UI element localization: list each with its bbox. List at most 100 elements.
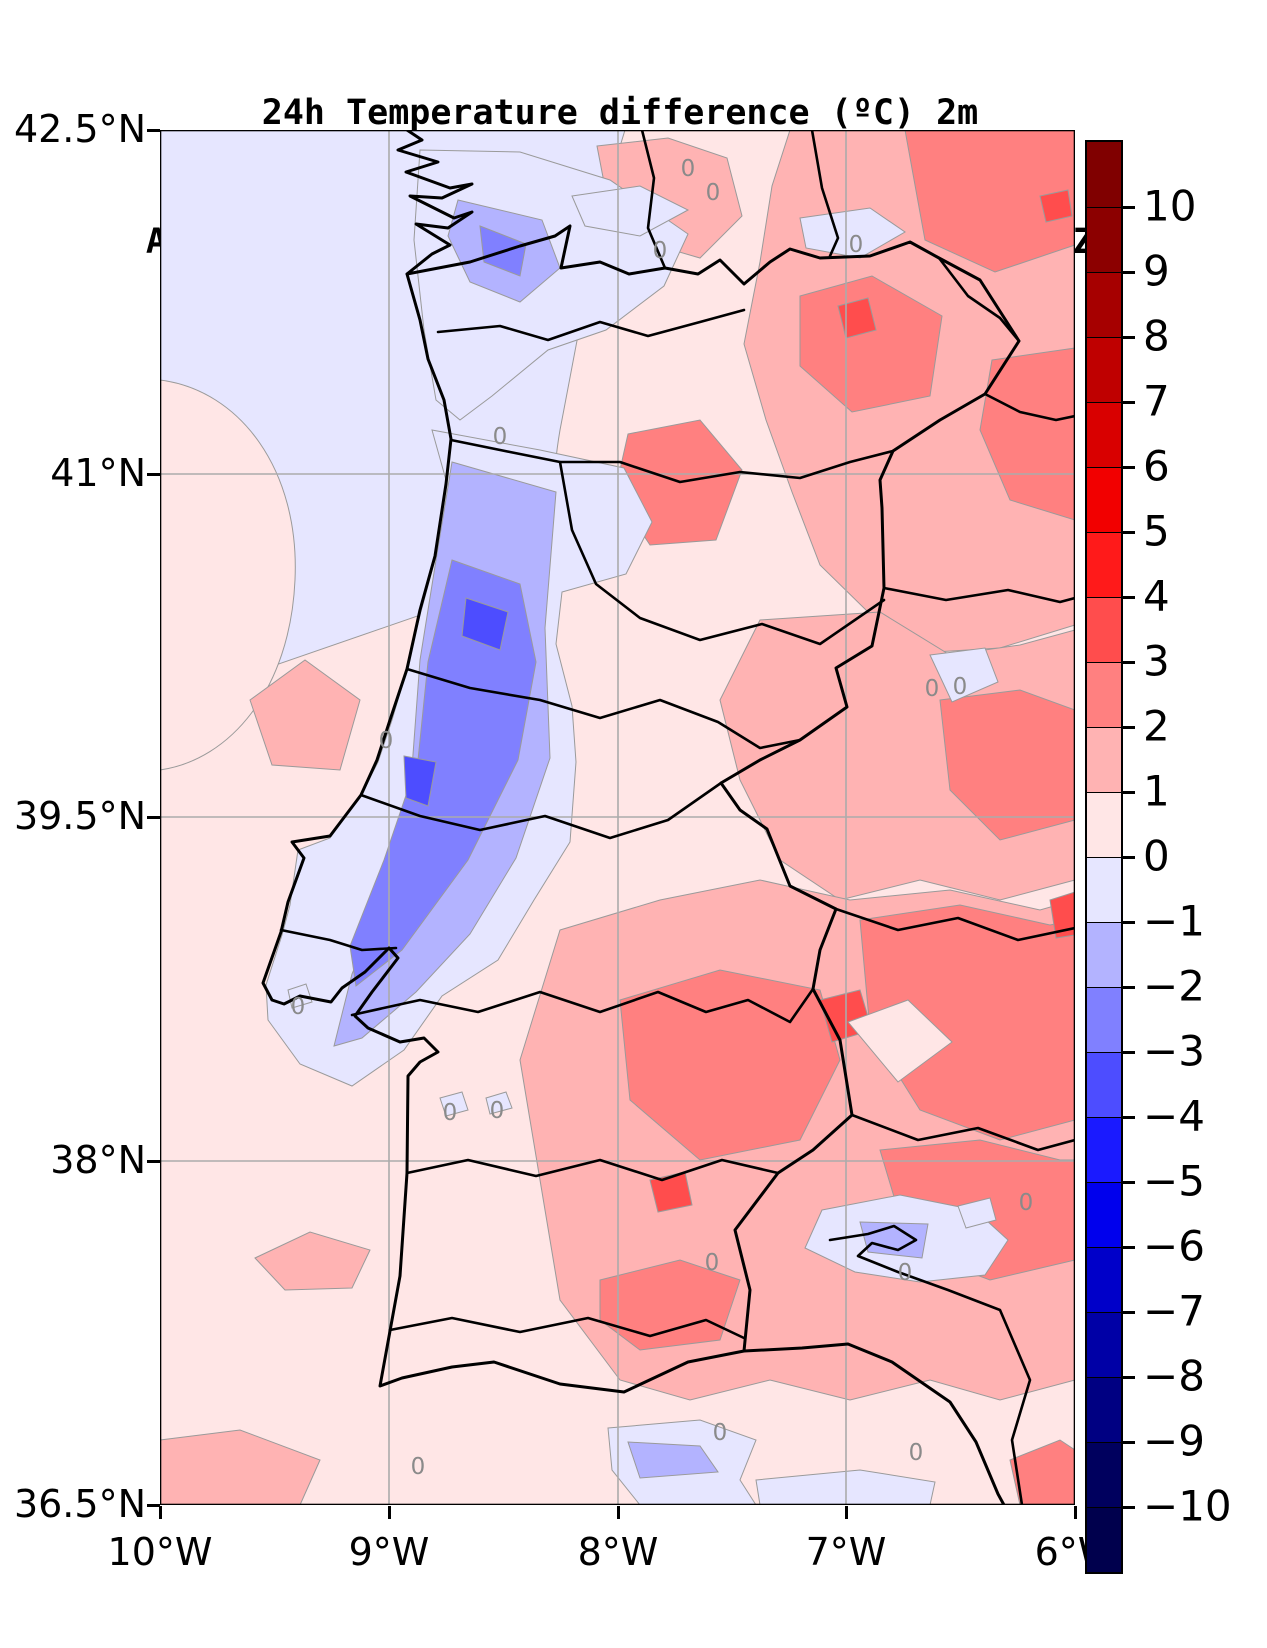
colorbar-segment [1087, 792, 1121, 857]
colorbar-tick-mark [1121, 465, 1135, 469]
x-tick-mark [1073, 1506, 1077, 1519]
contour-fill-se-pale-hole [847, 999, 953, 1083]
colorbar-segment [1087, 467, 1121, 532]
colorbar-segment [1087, 207, 1121, 272]
y-tick-mark [147, 128, 160, 132]
y-tick-label: 41°N [50, 451, 146, 496]
colorbar-segment [1087, 532, 1121, 597]
colorbar-segment [1087, 337, 1121, 402]
colorbar-tick-mark [1121, 335, 1135, 339]
zero-contour-label: 0 [713, 1420, 728, 1446]
contour-fill-se-2d [599, 1259, 741, 1351]
y-tick-mark [147, 815, 160, 819]
zero-contour-label: 0 [291, 994, 306, 1020]
contour-fill-se-2e [1009, 1439, 1075, 1505]
colorbar-tick-mark [1121, 660, 1135, 664]
contour-fill-islet-top-1 [571, 185, 690, 237]
colorbar-tick-label: 5 [1143, 506, 1170, 556]
zero-contour-label: 0 [925, 676, 940, 702]
y-tick-label: 38°N [50, 1138, 146, 1183]
y-tick-mark [147, 1503, 160, 1507]
contour-fill-ne-2c [979, 347, 1075, 521]
contour-fill-ocean-blob-3 [160, 1429, 321, 1505]
y-tick-label: 36.5°N [13, 1482, 146, 1527]
colorbar-segment [1087, 1442, 1121, 1507]
zero-contour-label: 0 [490, 1098, 505, 1124]
province-boundaries-spain [640, 130, 1075, 1505]
zero-contour-label: 0 [379, 728, 394, 754]
contour-fill-se-2a [619, 969, 841, 1161]
colorbar-segment [1087, 1377, 1121, 1442]
colorbar-tick-mark [1121, 1440, 1135, 1444]
zero-contour-label: 0 [443, 1100, 458, 1126]
colorbar-tick-label: 3 [1143, 636, 1170, 686]
colorbar-tick-label: −9 [1143, 1416, 1205, 1466]
contour-fill-islet-c2 [439, 1091, 469, 1117]
colorbar-tick-mark [1121, 400, 1135, 404]
y-tick-label: 39.5°N [13, 794, 146, 839]
contour-fill-ne-2b [799, 275, 943, 413]
contour-fill-islet-c3 [485, 1091, 513, 1115]
title-line-1: 24h Temperature difference (ºC) 2m [261, 93, 979, 133]
colorbar-tick-mark [1121, 595, 1135, 599]
colorbar-tick-mark [1121, 530, 1135, 534]
gridlines [160, 130, 1075, 1505]
contour-fill-south-neg2b [627, 1441, 719, 1479]
boundary-lines [261, 130, 1075, 1505]
y-tick-mark [147, 1159, 160, 1163]
zero-contour-label: 0 [706, 180, 721, 206]
zero-contour-label: 0 [411, 1454, 426, 1480]
x-tick-label: 10°W [107, 1530, 213, 1574]
colorbar-tick-mark [1121, 270, 1135, 274]
colorbar-tick-label: 6 [1143, 441, 1170, 491]
colorbar-segment [1087, 272, 1121, 337]
colorbar-segment [1087, 402, 1121, 467]
colorbar-tick-label: 9 [1143, 246, 1170, 296]
x-tick-mark [844, 1506, 848, 1519]
contour-fill-ne-3b [1039, 189, 1073, 223]
colorbar-tick-mark [1121, 1115, 1135, 1119]
x-tick-mark [158, 1506, 162, 1519]
colorbar-segment [1087, 857, 1121, 922]
colorbar-tick-mark [1121, 1050, 1135, 1054]
colorbar-tick-label: 8 [1143, 311, 1170, 361]
zero-contour-label: 0 [681, 156, 696, 182]
colorbar-tick-mark [1121, 1245, 1135, 1249]
contour-fill-ocean-blob-1 [249, 659, 361, 771]
x-tick-mark [387, 1506, 391, 1519]
contour-fill-se-3b [1049, 891, 1075, 939]
zero-contour-label: 0 [653, 238, 668, 264]
colorbar-tick-mark [1121, 1375, 1135, 1379]
colorbar-tick-mark [1121, 1180, 1135, 1184]
contour-fills [160, 130, 1075, 1505]
contour-fill-ne-2a [904, 130, 1075, 273]
zero-contour-label: 0 [705, 1250, 720, 1276]
colorbar-tick-label: −3 [1143, 1026, 1205, 1076]
colorbar-tick-label: −5 [1143, 1156, 1205, 1206]
colorbar-segment [1087, 922, 1121, 987]
colorbar-segment [1087, 662, 1121, 727]
colorbar-tick-label: −1 [1143, 896, 1205, 946]
contour-fill-band-neg4a [403, 755, 437, 807]
colorbar-tick-mark [1121, 1310, 1135, 1314]
contour-fill-islet-e [929, 647, 999, 703]
colorbar-segment [1087, 597, 1121, 662]
x-tick-label: 8°W [577, 1530, 659, 1574]
coastline-path [261, 130, 1006, 1505]
district-boundaries-portugal [279, 308, 895, 1340]
colorbar-segment [1087, 1182, 1121, 1247]
zero-contour-label: 0 [1019, 1190, 1034, 1216]
colorbar-tick-mark [1121, 725, 1135, 729]
colorbar-segment [1087, 1117, 1121, 1182]
zero-contour-label: 0 [849, 232, 864, 258]
colorbar-tick-mark [1121, 1505, 1135, 1509]
contour-fill-south-islet [957, 1197, 997, 1229]
colorbar [1085, 140, 1123, 1574]
colorbar-segment [1087, 1052, 1121, 1117]
colorbar-tick-label: −6 [1143, 1221, 1205, 1271]
colorbar-segment [1087, 1312, 1121, 1377]
colorbar-tick-mark [1121, 790, 1135, 794]
